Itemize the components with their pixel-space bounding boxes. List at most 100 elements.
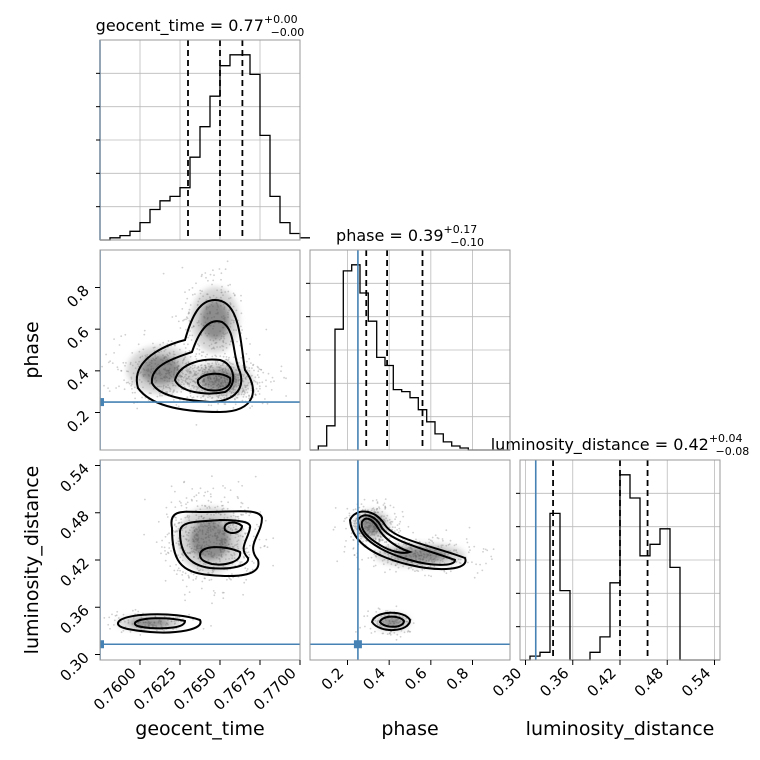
sample-point (120, 335, 123, 338)
sample-point (255, 387, 258, 390)
sample-point (352, 520, 355, 522)
sample-point (207, 279, 209, 282)
density-contour (133, 617, 187, 630)
sample-point (386, 610, 389, 612)
sample-point (174, 530, 177, 533)
sample-point (241, 484, 244, 487)
sample-point (370, 556, 373, 559)
ylabel-luminosity-distance: luminosity_distance (21, 466, 43, 655)
x-tick-label: 0.42 (583, 664, 619, 700)
sample-point (107, 623, 110, 626)
sample-point (103, 384, 105, 387)
sample-point (237, 497, 240, 500)
histogram-step (520, 474, 720, 661)
sample-point (386, 633, 389, 635)
sample-point (354, 508, 357, 511)
sample-point (364, 508, 367, 511)
sample-point (387, 544, 390, 546)
sample-point (343, 550, 346, 553)
sample-point (211, 475, 213, 478)
sample-point (175, 616, 177, 618)
sample-point (214, 354, 217, 357)
sample-point (395, 570, 397, 573)
x-tick-label: 0.7600 (90, 664, 140, 714)
sample-point (163, 630, 165, 632)
x-tick-label: 0.7650 (170, 664, 220, 714)
sample-point (191, 287, 194, 289)
sample-point (200, 396, 202, 399)
sample-point (408, 630, 411, 633)
sample-point (473, 545, 476, 548)
sample-point (90, 373, 92, 375)
sample-point (185, 328, 187, 331)
sample-point (225, 358, 228, 361)
sample-point (432, 542, 435, 544)
sample-point (383, 502, 386, 505)
sample-point (188, 311, 190, 314)
sample-point (336, 560, 339, 563)
sample-point (210, 404, 213, 407)
sample-point (370, 632, 373, 634)
sample-point (175, 542, 178, 544)
sample-point (212, 487, 215, 490)
sample-point (172, 628, 175, 631)
sample-point (116, 366, 119, 369)
sample-point (264, 398, 266, 400)
sample-point (360, 537, 362, 540)
sample-point (165, 553, 168, 556)
sample-point (134, 391, 136, 394)
sample-point (265, 538, 268, 541)
x-tick-label: 0.8 (443, 664, 473, 694)
sample-point (468, 526, 471, 529)
sample-point (392, 506, 395, 509)
sample-point (250, 362, 252, 364)
x-tick-label: 0.30 (489, 664, 525, 700)
sample-point (195, 577, 197, 580)
sample-point (206, 490, 209, 493)
sample-point (359, 626, 361, 629)
sample-point (267, 372, 270, 375)
sample-point (344, 545, 346, 548)
sample-point (143, 329, 146, 332)
sample-point (172, 399, 175, 401)
density-contour (360, 517, 413, 554)
sample-point (265, 328, 268, 331)
sample-point (108, 616, 111, 619)
sample-point (236, 495, 239, 498)
sample-point (189, 304, 192, 306)
sample-point (401, 510, 404, 513)
sample-point (399, 635, 402, 638)
sample-point (188, 312, 190, 314)
sample-point (398, 523, 401, 525)
sample-point (260, 368, 263, 371)
panel-phase-vs-geocent-time (90, 249, 301, 451)
sample-point (170, 485, 173, 488)
sample-point (136, 407, 139, 410)
sample-point (427, 574, 430, 577)
sample-point (195, 576, 198, 578)
sample-point (188, 349, 191, 352)
sample-point (383, 541, 386, 544)
sample-point (180, 391, 183, 393)
sample-point (428, 538, 430, 541)
sample-point (163, 546, 166, 549)
sample-point (236, 396, 239, 399)
sample-point (192, 618, 194, 621)
sample-point (367, 610, 369, 613)
sample-point (139, 634, 142, 636)
sample-point (137, 343, 140, 346)
sample-point (254, 394, 257, 397)
sample-point (244, 392, 246, 394)
sample-point (180, 504, 183, 507)
sample-point (175, 525, 178, 528)
sample-point (232, 512, 235, 515)
sample-point (170, 550, 172, 552)
sample-point (174, 531, 176, 533)
sample-point (168, 542, 171, 544)
sample-point (398, 527, 401, 530)
sample-point (184, 351, 187, 354)
sample-point (245, 337, 248, 340)
sample-point (201, 395, 204, 398)
title-geocent-time: geocent_time = 0.77+0.00 −0.00 (96, 13, 305, 39)
sample-point (408, 566, 410, 569)
